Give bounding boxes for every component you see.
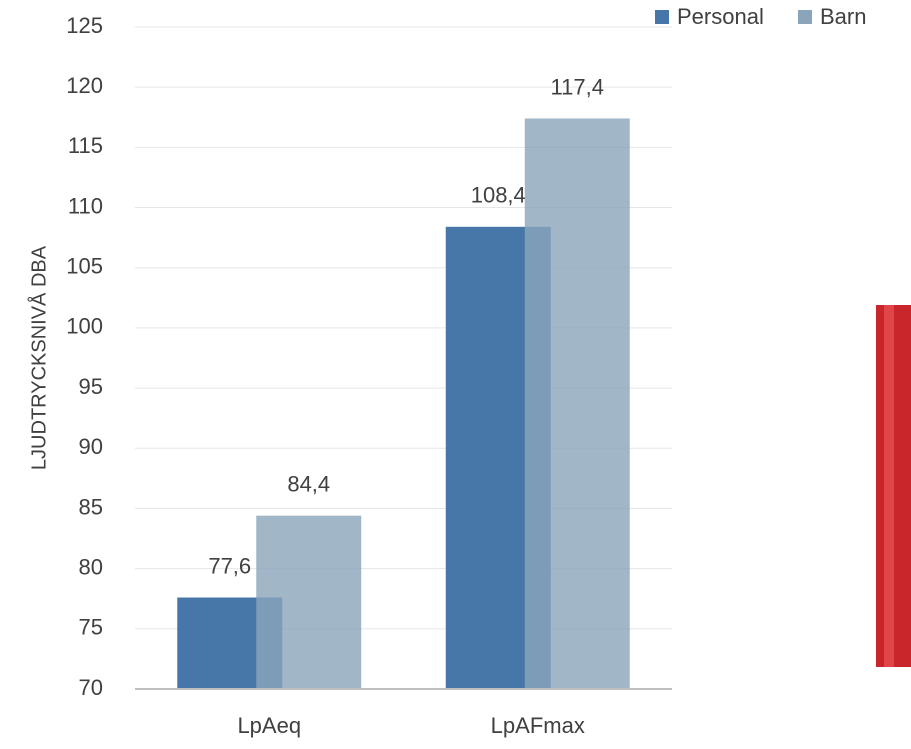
y-tick-label: 85 [79,494,103,519]
y-tick-label: 90 [79,434,103,459]
y-tick-label: 105 [66,254,103,279]
legend-swatch [798,10,812,24]
y-tick-label: 95 [79,374,103,399]
data-label: 84,4 [287,471,330,496]
y-tick-label: 70 [79,675,103,700]
data-label: 117,4 [551,74,604,99]
y-tick-label: 110 [68,193,103,218]
photo-fragment [884,305,894,667]
data-label: 77,6 [208,553,251,578]
y-tick-label: 80 [79,554,103,579]
legend-swatch [655,10,669,24]
bar [256,515,362,689]
bar [524,118,630,689]
data-label: 108,4 [471,183,526,208]
y-tick-label: 125 [66,13,103,38]
legend-label: Barn [820,4,866,29]
x-tick-label: LpAFmax [491,713,585,738]
y-tick-label: 75 [79,615,103,640]
y-tick-label: 120 [66,73,103,98]
y-axis-label: LJUDTRYCKSNIVÅ DBA [27,245,50,470]
y-tick-label: 100 [66,314,103,339]
x-tick-label: LpAeq [237,713,301,738]
legend-label: Personal [677,4,764,29]
y-tick-label: 115 [68,133,103,158]
